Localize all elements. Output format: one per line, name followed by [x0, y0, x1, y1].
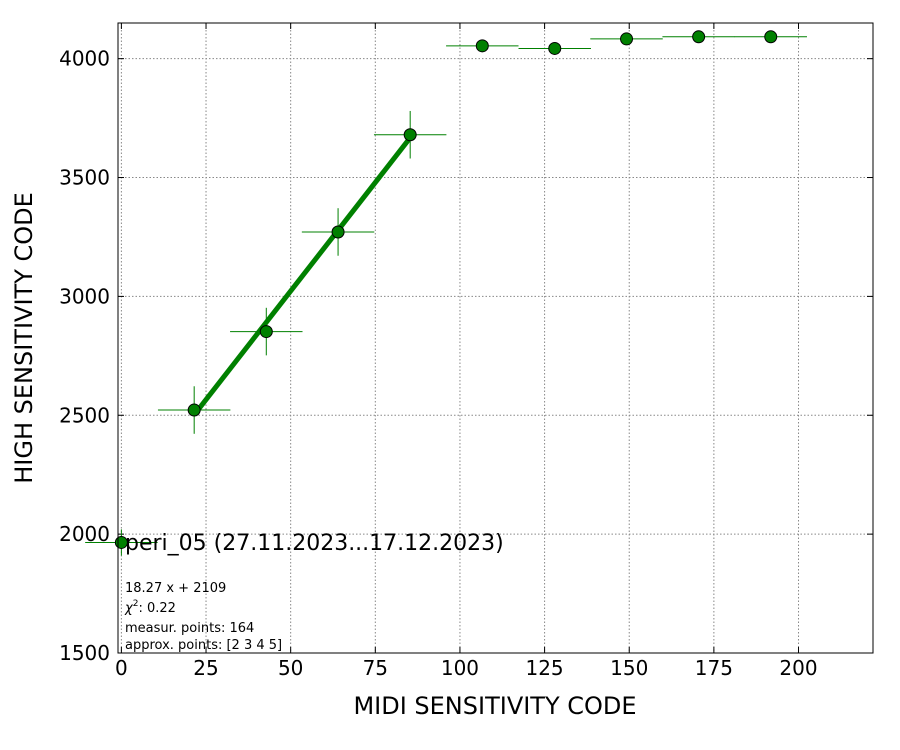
- x-tick-label: 150: [610, 656, 648, 680]
- grid: [118, 23, 873, 654]
- data-point: [403, 128, 417, 142]
- plot-frame: [117, 22, 874, 654]
- x-tick-label: 200: [779, 656, 817, 680]
- fit-line-group: [192, 136, 413, 417]
- y-tick-label: 3500: [59, 166, 110, 190]
- data-point: [548, 41, 562, 55]
- data-point: [259, 325, 273, 339]
- chi-value: : 0.22: [138, 601, 175, 616]
- annotation-chi: χ2: 0.22: [124, 599, 176, 616]
- x-tick-label: 25: [193, 656, 218, 680]
- data-point: [331, 225, 345, 239]
- annotation-measur-points: measur. points: 164: [125, 621, 254, 636]
- x-tick-label: 50: [278, 656, 303, 680]
- data-points: [114, 30, 778, 549]
- y-tick-label: 4000: [59, 47, 110, 71]
- data-point: [187, 403, 201, 417]
- plot-background: [118, 23, 873, 653]
- y-tick-label: 1500: [59, 641, 110, 665]
- chi-superscript: 2: [133, 599, 139, 609]
- x-tick-label: 175: [695, 656, 733, 680]
- data-point: [764, 30, 778, 44]
- annotation-approx-points: approx. points: [2 3 4 5]: [125, 638, 282, 653]
- axis-ticks: [118, 23, 873, 654]
- data-point: [692, 30, 706, 44]
- y-axis-title: HIGH SENSITIVITY CODE: [10, 192, 38, 484]
- x-tick-label: 75: [363, 656, 388, 680]
- x-tick-label: 0: [115, 656, 128, 680]
- y-tick-label: 2500: [59, 403, 110, 427]
- x-tick-label: 100: [441, 656, 479, 680]
- x-tick-label: 125: [525, 656, 563, 680]
- fit-line: [192, 136, 413, 417]
- data-point: [620, 32, 634, 46]
- annotation-title: peri_05 (27.11.2023...17.12.2023): [125, 531, 504, 556]
- chi-symbol: χ: [124, 601, 134, 616]
- data-point: [475, 39, 489, 53]
- x-axis-title: MIDI SENSITIVITY CODE: [353, 692, 636, 720]
- annotation-equation: 18.27 x + 2109: [125, 581, 226, 596]
- tick-labels: 0 25 50 75 100 125 150 175 200150020002500300035…: [59, 47, 818, 680]
- y-tick-label: 3000: [59, 284, 110, 308]
